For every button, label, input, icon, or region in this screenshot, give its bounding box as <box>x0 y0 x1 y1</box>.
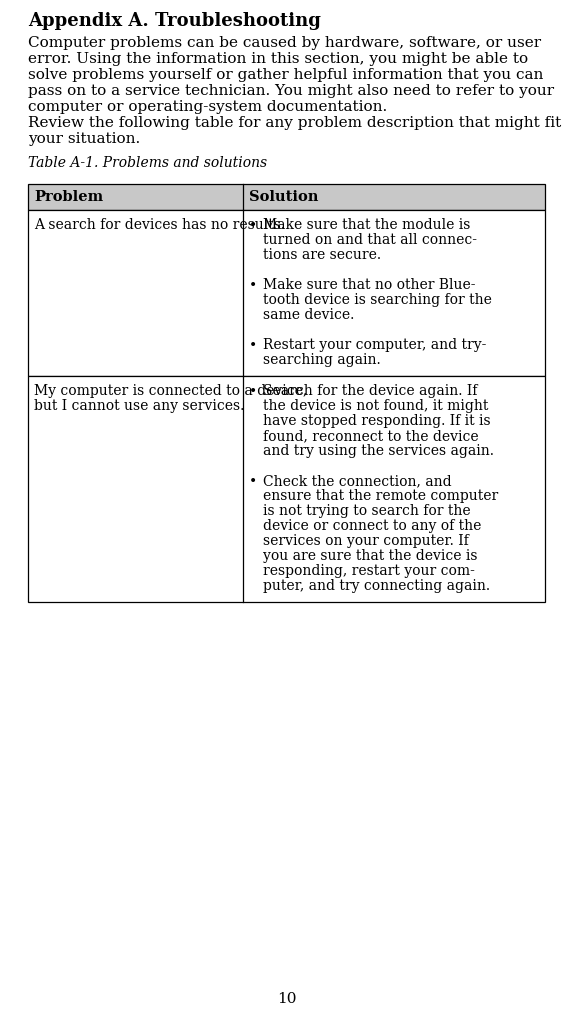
Text: A search for devices has no results.: A search for devices has no results. <box>34 218 285 232</box>
Text: Search for the device again. If: Search for the device again. If <box>262 384 477 399</box>
Text: pass on to a service technician. You might also need to refer to your: pass on to a service technician. You mig… <box>28 84 554 98</box>
Text: tooth device is searching for the: tooth device is searching for the <box>262 293 492 307</box>
Text: and try using the services again.: and try using the services again. <box>262 444 493 458</box>
Text: 10: 10 <box>277 992 296 1006</box>
Text: turned on and that all connec-: turned on and that all connec- <box>262 233 477 247</box>
Text: Computer problems can be caused by hardware, software, or user: Computer problems can be caused by hardw… <box>28 37 541 50</box>
Text: is not trying to search for the: is not trying to search for the <box>262 504 470 518</box>
Text: have stopped responding. If it is: have stopped responding. If it is <box>262 414 490 428</box>
Text: found, reconnect to the device: found, reconnect to the device <box>262 429 478 443</box>
Text: Make sure that no other Blue-: Make sure that no other Blue- <box>262 278 475 292</box>
Text: puter, and try connecting again.: puter, and try connecting again. <box>262 579 490 593</box>
Text: ensure that the remote computer: ensure that the remote computer <box>262 489 498 503</box>
Bar <box>28 210 545 376</box>
Text: Solution: Solution <box>249 190 318 204</box>
Text: •: • <box>249 475 257 489</box>
Text: you are sure that the device is: you are sure that the device is <box>262 549 477 563</box>
Text: Appendix A. Troubleshooting: Appendix A. Troubleshooting <box>28 12 321 30</box>
Text: Review the following table for any problem description that might fit: Review the following table for any probl… <box>28 116 561 130</box>
Text: tions are secure.: tions are secure. <box>262 248 380 262</box>
Text: solve problems yourself or gather helpful information that you can: solve problems yourself or gather helpfu… <box>28 68 543 82</box>
Text: error. Using the information in this section, you might be able to: error. Using the information in this sec… <box>28 52 528 66</box>
Bar <box>28 376 545 602</box>
Text: •: • <box>249 279 257 293</box>
Text: •: • <box>249 339 257 353</box>
Text: your situation.: your situation. <box>28 132 140 146</box>
Text: the device is not found, it might: the device is not found, it might <box>262 399 488 413</box>
Text: same device.: same device. <box>262 308 354 322</box>
Text: searching again.: searching again. <box>262 353 380 367</box>
Text: Restart your computer, and try-: Restart your computer, and try- <box>262 338 486 352</box>
Text: •: • <box>249 385 257 399</box>
Text: Check the connection, and: Check the connection, and <box>262 474 451 488</box>
Text: Make sure that the module is: Make sure that the module is <box>262 218 470 232</box>
Bar <box>28 184 545 210</box>
Text: •: • <box>249 219 257 233</box>
Text: device or connect to any of the: device or connect to any of the <box>262 519 481 533</box>
Text: My computer is connected to a device,: My computer is connected to a device, <box>34 384 307 399</box>
Text: responding, restart your com-: responding, restart your com- <box>262 564 474 578</box>
Text: computer or operating-system documentation.: computer or operating-system documentati… <box>28 100 387 114</box>
Text: but I cannot use any services.: but I cannot use any services. <box>34 399 244 413</box>
Text: Table A-1. Problems and solutions: Table A-1. Problems and solutions <box>28 156 267 170</box>
Text: Problem: Problem <box>34 190 103 204</box>
Text: services on your computer. If: services on your computer. If <box>262 534 468 548</box>
